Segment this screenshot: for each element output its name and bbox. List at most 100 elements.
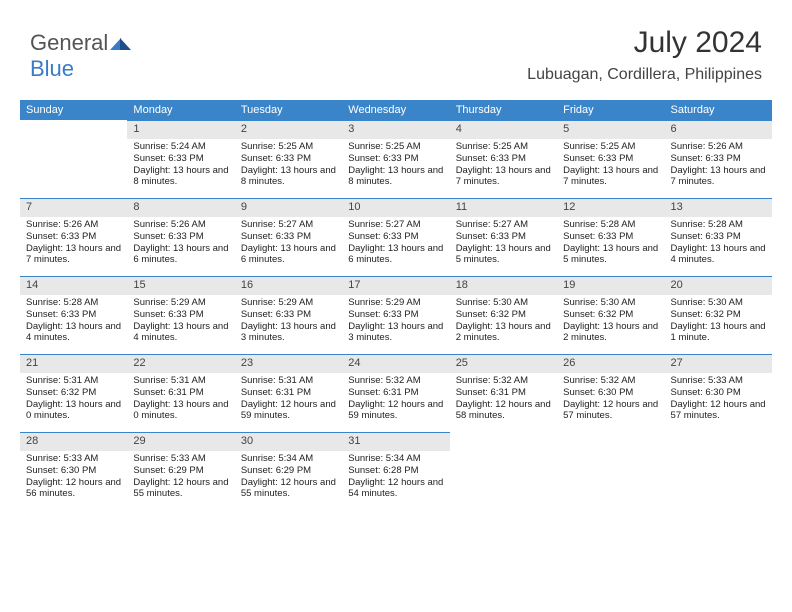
sunset-text: Sunset: 6:33 PM bbox=[563, 231, 658, 243]
day-number: 6 bbox=[665, 120, 772, 139]
calendar-table: Sunday Monday Tuesday Wednesday Thursday… bbox=[20, 100, 772, 510]
sunrise-text: Sunrise: 5:30 AM bbox=[456, 297, 551, 309]
calendar-day-cell: 7Sunrise: 5:26 AMSunset: 6:33 PMDaylight… bbox=[20, 198, 127, 276]
day-number: 2 bbox=[235, 120, 342, 139]
sunrise-text: Sunrise: 5:25 AM bbox=[563, 141, 658, 153]
calendar-day-cell: 24Sunrise: 5:32 AMSunset: 6:31 PMDayligh… bbox=[342, 354, 449, 432]
calendar-day-cell: 14Sunrise: 5:28 AMSunset: 6:33 PMDayligh… bbox=[20, 276, 127, 354]
calendar-day-cell: 17Sunrise: 5:29 AMSunset: 6:33 PMDayligh… bbox=[342, 276, 449, 354]
sunset-text: Sunset: 6:33 PM bbox=[133, 231, 228, 243]
daylight-text: Daylight: 12 hours and 54 minutes. bbox=[348, 477, 443, 501]
daylight-text: Daylight: 13 hours and 7 minutes. bbox=[456, 165, 551, 189]
sunset-text: Sunset: 6:32 PM bbox=[456, 309, 551, 321]
calendar-day-cell: 20Sunrise: 5:30 AMSunset: 6:32 PMDayligh… bbox=[665, 276, 772, 354]
sunrise-text: Sunrise: 5:26 AM bbox=[133, 219, 228, 231]
day-body: Sunrise: 5:32 AMSunset: 6:31 PMDaylight:… bbox=[342, 373, 449, 427]
day-body: Sunrise: 5:29 AMSunset: 6:33 PMDaylight:… bbox=[342, 295, 449, 349]
sunrise-text: Sunrise: 5:33 AM bbox=[26, 453, 121, 465]
daylight-text: Daylight: 13 hours and 6 minutes. bbox=[348, 243, 443, 267]
sunset-text: Sunset: 6:33 PM bbox=[133, 309, 228, 321]
daylight-text: Daylight: 13 hours and 6 minutes. bbox=[133, 243, 228, 267]
day-number: 21 bbox=[20, 354, 127, 373]
day-body: Sunrise: 5:33 AMSunset: 6:30 PMDaylight:… bbox=[665, 373, 772, 427]
day-body: Sunrise: 5:24 AMSunset: 6:33 PMDaylight:… bbox=[127, 139, 234, 193]
day-number: 29 bbox=[127, 432, 234, 451]
calendar-day-cell bbox=[557, 432, 664, 510]
sunrise-text: Sunrise: 5:28 AM bbox=[671, 219, 766, 231]
sunrise-text: Sunrise: 5:33 AM bbox=[671, 375, 766, 387]
sunrise-text: Sunrise: 5:32 AM bbox=[456, 375, 551, 387]
sunset-text: Sunset: 6:33 PM bbox=[671, 153, 766, 165]
daylight-text: Daylight: 13 hours and 1 minute. bbox=[671, 321, 766, 345]
calendar-day-cell: 26Sunrise: 5:32 AMSunset: 6:30 PMDayligh… bbox=[557, 354, 664, 432]
calendar-day-cell: 23Sunrise: 5:31 AMSunset: 6:31 PMDayligh… bbox=[235, 354, 342, 432]
daylight-text: Daylight: 12 hours and 55 minutes. bbox=[241, 477, 336, 501]
day-body: Sunrise: 5:33 AMSunset: 6:29 PMDaylight:… bbox=[127, 451, 234, 505]
daylight-text: Daylight: 13 hours and 8 minutes. bbox=[133, 165, 228, 189]
sunrise-text: Sunrise: 5:25 AM bbox=[241, 141, 336, 153]
sunrise-text: Sunrise: 5:27 AM bbox=[241, 219, 336, 231]
day-number: 22 bbox=[127, 354, 234, 373]
day-number: 23 bbox=[235, 354, 342, 373]
daylight-text: Daylight: 13 hours and 7 minutes. bbox=[563, 165, 658, 189]
brand-part2: Blue bbox=[30, 56, 74, 81]
calendar-day-cell: 18Sunrise: 5:30 AMSunset: 6:32 PMDayligh… bbox=[450, 276, 557, 354]
calendar-day-cell: 5Sunrise: 5:25 AMSunset: 6:33 PMDaylight… bbox=[557, 120, 664, 198]
day-body: Sunrise: 5:26 AMSunset: 6:33 PMDaylight:… bbox=[20, 217, 127, 271]
calendar-day-cell: 29Sunrise: 5:33 AMSunset: 6:29 PMDayligh… bbox=[127, 432, 234, 510]
daylight-text: Daylight: 13 hours and 5 minutes. bbox=[456, 243, 551, 267]
day-body: Sunrise: 5:25 AMSunset: 6:33 PMDaylight:… bbox=[342, 139, 449, 193]
sunset-text: Sunset: 6:31 PM bbox=[456, 387, 551, 399]
sunset-text: Sunset: 6:32 PM bbox=[26, 387, 121, 399]
sunset-text: Sunset: 6:31 PM bbox=[241, 387, 336, 399]
sunrise-text: Sunrise: 5:28 AM bbox=[563, 219, 658, 231]
calendar-day-cell: 15Sunrise: 5:29 AMSunset: 6:33 PMDayligh… bbox=[127, 276, 234, 354]
daylight-text: Daylight: 12 hours and 59 minutes. bbox=[241, 399, 336, 423]
daylight-text: Daylight: 13 hours and 2 minutes. bbox=[456, 321, 551, 345]
daylight-text: Daylight: 13 hours and 0 minutes. bbox=[26, 399, 121, 423]
day-body: Sunrise: 5:25 AMSunset: 6:33 PMDaylight:… bbox=[450, 139, 557, 193]
calendar-day-cell: 4Sunrise: 5:25 AMSunset: 6:33 PMDaylight… bbox=[450, 120, 557, 198]
sunrise-text: Sunrise: 5:31 AM bbox=[133, 375, 228, 387]
sunrise-text: Sunrise: 5:30 AM bbox=[563, 297, 658, 309]
sunset-text: Sunset: 6:33 PM bbox=[241, 309, 336, 321]
brand-part1: General bbox=[30, 30, 108, 55]
day-body: Sunrise: 5:30 AMSunset: 6:32 PMDaylight:… bbox=[557, 295, 664, 349]
calendar-day-cell: 22Sunrise: 5:31 AMSunset: 6:31 PMDayligh… bbox=[127, 354, 234, 432]
daylight-text: Daylight: 13 hours and 8 minutes. bbox=[348, 165, 443, 189]
title-block: July 2024 Lubuagan, Cordillera, Philippi… bbox=[527, 26, 762, 84]
dayname-sun: Sunday bbox=[20, 100, 127, 120]
daylight-text: Daylight: 13 hours and 0 minutes. bbox=[133, 399, 228, 423]
sunrise-text: Sunrise: 5:28 AM bbox=[26, 297, 121, 309]
day-number: 14 bbox=[20, 276, 127, 295]
day-body: Sunrise: 5:26 AMSunset: 6:33 PMDaylight:… bbox=[127, 217, 234, 271]
calendar-day-cell: 13Sunrise: 5:28 AMSunset: 6:33 PMDayligh… bbox=[665, 198, 772, 276]
sunset-text: Sunset: 6:32 PM bbox=[563, 309, 658, 321]
day-number: 17 bbox=[342, 276, 449, 295]
day-number: 31 bbox=[342, 432, 449, 451]
dayname-wed: Wednesday bbox=[342, 100, 449, 120]
sunset-text: Sunset: 6:33 PM bbox=[348, 153, 443, 165]
sunrise-text: Sunrise: 5:27 AM bbox=[348, 219, 443, 231]
daylight-text: Daylight: 12 hours and 56 minutes. bbox=[26, 477, 121, 501]
day-body: Sunrise: 5:33 AMSunset: 6:30 PMDaylight:… bbox=[20, 451, 127, 505]
day-body: Sunrise: 5:27 AMSunset: 6:33 PMDaylight:… bbox=[235, 217, 342, 271]
day-body: Sunrise: 5:31 AMSunset: 6:32 PMDaylight:… bbox=[20, 373, 127, 427]
day-number: 16 bbox=[235, 276, 342, 295]
day-body: Sunrise: 5:29 AMSunset: 6:33 PMDaylight:… bbox=[235, 295, 342, 349]
calendar-day-cell bbox=[450, 432, 557, 510]
day-number: 9 bbox=[235, 198, 342, 217]
calendar-day-cell: 21Sunrise: 5:31 AMSunset: 6:32 PMDayligh… bbox=[20, 354, 127, 432]
day-body: Sunrise: 5:27 AMSunset: 6:33 PMDaylight:… bbox=[342, 217, 449, 271]
sunset-text: Sunset: 6:33 PM bbox=[26, 231, 121, 243]
sunset-text: Sunset: 6:31 PM bbox=[348, 387, 443, 399]
day-body: Sunrise: 5:30 AMSunset: 6:32 PMDaylight:… bbox=[450, 295, 557, 349]
day-number: 10 bbox=[342, 198, 449, 217]
day-body: Sunrise: 5:25 AMSunset: 6:33 PMDaylight:… bbox=[557, 139, 664, 193]
day-body: Sunrise: 5:28 AMSunset: 6:33 PMDaylight:… bbox=[20, 295, 127, 349]
calendar-day-cell: 3Sunrise: 5:25 AMSunset: 6:33 PMDaylight… bbox=[342, 120, 449, 198]
sunrise-text: Sunrise: 5:26 AM bbox=[26, 219, 121, 231]
calendar-day-cell: 1Sunrise: 5:24 AMSunset: 6:33 PMDaylight… bbox=[127, 120, 234, 198]
sunrise-text: Sunrise: 5:29 AM bbox=[348, 297, 443, 309]
day-body: Sunrise: 5:34 AMSunset: 6:28 PMDaylight:… bbox=[342, 451, 449, 505]
